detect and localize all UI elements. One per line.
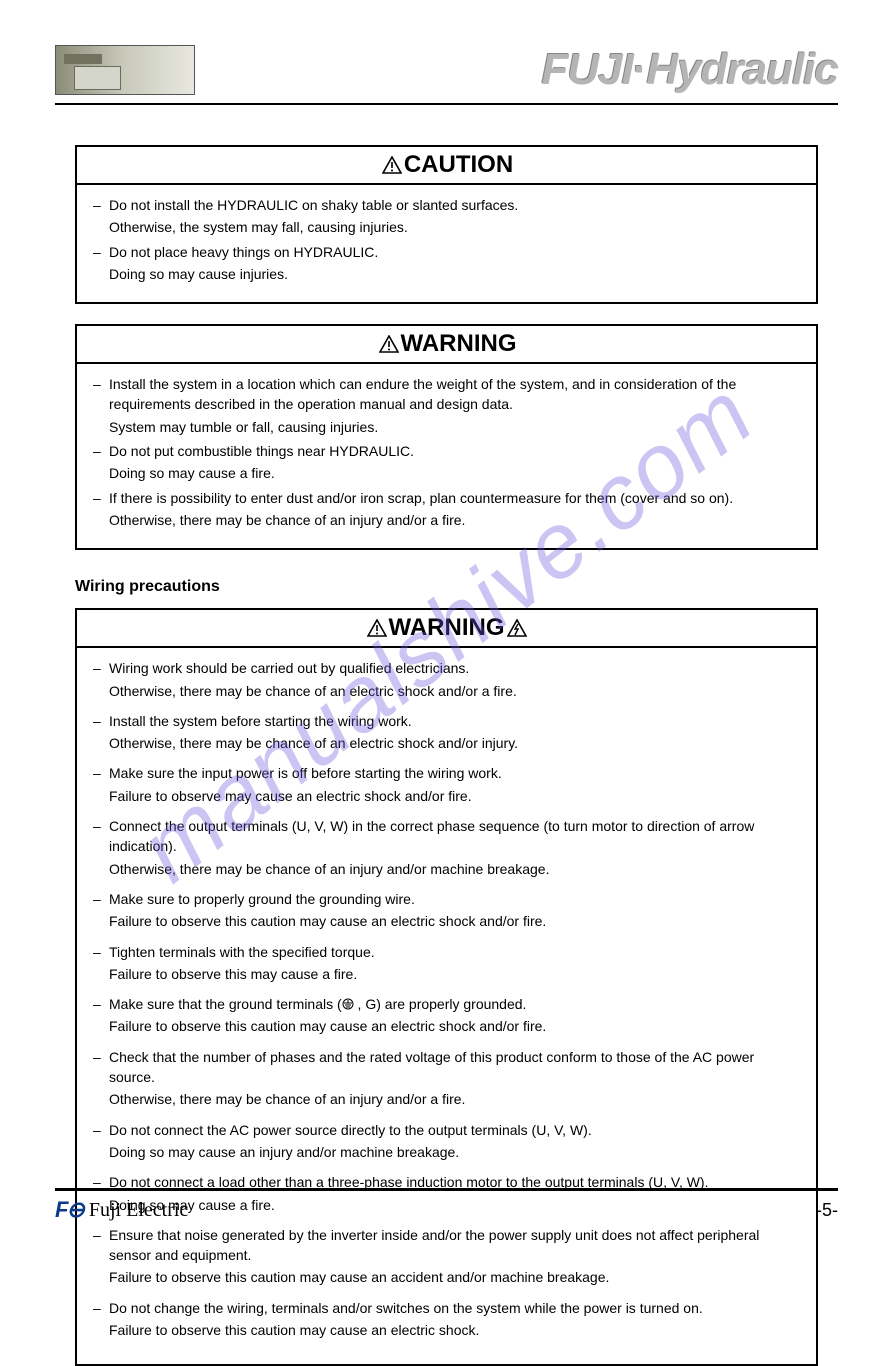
item-otherwise: Otherwise, there may be chance of an ele… xyxy=(109,733,802,753)
list-item: Install the system before starting the w… xyxy=(91,711,802,754)
item-text: Wiring work should be carried out by qua… xyxy=(109,660,469,676)
fuji-electric-logo: F⊖ Fuji Electric xyxy=(55,1197,188,1223)
list-item: Do not connect the AC power source direc… xyxy=(91,1120,802,1163)
item-text: Install the system before starting the w… xyxy=(109,713,412,729)
item-otherwise: Failure to observe this caution may caus… xyxy=(109,1320,802,1340)
brand-hydraulic: Hydraulic xyxy=(646,45,838,94)
item-text: Do not change the wiring, terminals and/… xyxy=(109,1300,703,1316)
list-item: Make sure that the ground terminals ( , … xyxy=(91,994,802,1037)
wiring-warning-title: WARNING xyxy=(389,614,505,641)
page-number: -5- xyxy=(816,1200,838,1221)
footer-logo-text: Fuji Electric xyxy=(89,1199,188,1222)
brand-title: FUJI·Hydraulic xyxy=(541,45,838,95)
item-otherwise: Otherwise, there may be chance of an inj… xyxy=(109,1089,802,1109)
content-area: CAUTION Do not install the HYDRAULIC on … xyxy=(55,145,838,1366)
item-text: Do not put combustible things near HYDRA… xyxy=(109,443,414,459)
list-item: Make sure to properly ground the groundi… xyxy=(91,889,802,932)
warning-title-row: WARNING xyxy=(77,326,816,364)
header-bar: FUJI·Hydraulic xyxy=(55,45,838,105)
item-text: Make sure the input power is off before … xyxy=(109,765,502,781)
item-otherwise: Doing so may cause an injury and/or mach… xyxy=(109,1142,802,1162)
item-otherwise: Doing so may cause injuries. xyxy=(109,264,802,284)
item-otherwise: Failure to observe may cause an electric… xyxy=(109,786,802,806)
item-otherwise: Failure to observe this may cause a fire… xyxy=(109,964,802,984)
header-photo xyxy=(55,45,195,95)
item-otherwise: Otherwise, there may be chance of an inj… xyxy=(109,510,802,530)
item-text: Install the system in a location which c… xyxy=(109,376,736,412)
item-otherwise: Otherwise, there may be chance of an ele… xyxy=(109,681,802,701)
item-otherwise: Otherwise, the system may fall, causing … xyxy=(109,217,802,237)
warning-triangle-icon xyxy=(382,156,402,174)
item-otherwise: Failure to observe this caution may caus… xyxy=(109,911,802,931)
item-text-part1: Make sure that the ground terminals ( xyxy=(109,996,342,1012)
warning-title: WARNING xyxy=(401,330,517,357)
item-text: Do not place heavy things on HYDRAULIC. xyxy=(109,244,378,260)
warning-body: Install the system in a location which c… xyxy=(77,364,816,548)
brand-fuji: FUJI xyxy=(541,45,632,94)
list-item: Do not change the wiring, terminals and/… xyxy=(91,1298,802,1341)
item-text: Make sure to properly ground the groundi… xyxy=(109,891,415,907)
item-text: Ensure that noise generated by the inver… xyxy=(109,1227,759,1263)
footer: F⊖ Fuji Electric -5- xyxy=(55,1188,838,1223)
item-text-part2: , G) are properly grounded. xyxy=(354,996,527,1012)
item-otherwise: Failure to observe this caution may caus… xyxy=(109,1016,802,1036)
warning-triangle-icon xyxy=(379,335,399,353)
item-otherwise: Otherwise, there may be chance of an inj… xyxy=(109,859,802,879)
list-item: Do not place heavy things on HYDRAULIC. D… xyxy=(91,242,802,285)
caution-box: CAUTION Do not install the HYDRAULIC on … xyxy=(75,145,818,304)
page-container: FUJI·Hydraulic CAUTION Do not install th… xyxy=(0,0,893,1366)
warning-box: WARNING Install the system in a location… xyxy=(75,324,818,550)
item-otherwise: Failure to observe this caution may caus… xyxy=(109,1267,802,1287)
list-item: Do not install the HYDRAULIC on shaky ta… xyxy=(91,195,802,238)
shock-triangle-icon xyxy=(507,619,527,637)
item-text: Tighten terminals with the specified tor… xyxy=(109,944,375,960)
list-item: If there is possibility to enter dust an… xyxy=(91,488,802,531)
caution-title: CAUTION xyxy=(404,151,513,178)
list-item: Wiring work should be carried out by qua… xyxy=(91,658,802,701)
item-text: If there is possibility to enter dust an… xyxy=(109,490,733,506)
caution-body: Do not install the HYDRAULIC on shaky ta… xyxy=(77,185,816,302)
fe-mark-icon: F⊖ xyxy=(55,1197,83,1223)
item-text: Do not connect the AC power source direc… xyxy=(109,1122,592,1138)
footer-rule: F⊖ Fuji Electric -5- xyxy=(55,1188,838,1223)
warning-triangle-icon xyxy=(367,619,387,637)
list-item: Check that the number of phases and the … xyxy=(91,1047,802,1110)
wiring-heading: Wiring precautions xyxy=(75,578,818,596)
caution-title-row: CAUTION xyxy=(77,147,816,185)
wiring-warning-title-row: WARNING xyxy=(77,610,816,648)
item-text: Check that the number of phases and the … xyxy=(109,1049,754,1085)
item-otherwise: Doing so may cause a fire. xyxy=(109,463,802,483)
item-text: Connect the output terminals (U, V, W) i… xyxy=(109,818,754,854)
list-item: Connect the output terminals (U, V, W) i… xyxy=(91,816,802,879)
list-item: Tighten terminals with the specified tor… xyxy=(91,942,802,985)
list-item: Install the system in a location which c… xyxy=(91,374,802,437)
wiring-warning-body: Wiring work should be carried out by qua… xyxy=(77,648,816,1364)
list-item: Make sure the input power is off before … xyxy=(91,763,802,806)
earth-icon xyxy=(342,995,354,1007)
list-item: Do not put combustible things near HYDRA… xyxy=(91,441,802,484)
brand-dot: · xyxy=(633,45,647,94)
item-text: Do not install the HYDRAULIC on shaky ta… xyxy=(109,197,518,213)
item-otherwise: System may tumble or fall, causing injur… xyxy=(109,417,802,437)
list-item: Ensure that noise generated by the inver… xyxy=(91,1225,802,1288)
wiring-warning-box: WARNING Wiring work should be carried ou… xyxy=(75,608,818,1366)
